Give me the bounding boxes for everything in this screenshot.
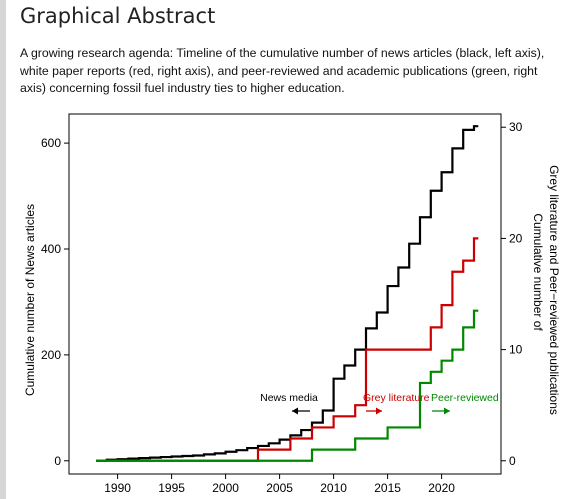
x-tick-label-1990: 1990 — [104, 481, 131, 495]
x-tick-label-2020: 2020 — [428, 481, 455, 495]
x-tick-label-2015: 2015 — [374, 481, 401, 495]
y-axis-label-right-line2: Grey literature and Peer−reviewed public… — [547, 165, 561, 415]
x-tick-label-2000: 2000 — [212, 481, 239, 495]
left-border-bar — [0, 0, 6, 499]
y-tick-label-right-10: 10 — [509, 343, 523, 357]
y-tick-label-left-400: 400 — [41, 242, 61, 256]
y-tick-label-left-0: 0 — [54, 454, 61, 468]
y-axis-label-right-line1: Cumulative number of — [531, 213, 545, 331]
figure-caption: A growing research agenda: Timeline of t… — [20, 46, 545, 95]
y-tick-label-right-0: 0 — [509, 454, 516, 468]
y-tick-label-left-600: 600 — [41, 136, 61, 150]
x-tick-label-2005: 2005 — [266, 481, 293, 495]
annotation-news-media: News media — [260, 392, 318, 404]
y-axis-label-left: Cumulative number of News articles — [23, 204, 37, 396]
x-tick-label-2010: 2010 — [320, 481, 347, 495]
y-tick-label-right-30: 30 — [509, 120, 523, 134]
x-tick-label-1995: 1995 — [158, 481, 185, 495]
page-heading: Graphical Abstract — [20, 4, 216, 28]
annotation-peer-reviewed: Peer-reviewed — [431, 392, 499, 404]
annotation-grey-literature: Grey literature — [363, 392, 430, 404]
series-line-peer-reviewed — [96, 309, 479, 462]
annotation-arrow-head-grey-literature — [376, 407, 382, 415]
series-line-grey-literature — [96, 237, 479, 462]
annotation-arrow-head-peer-reviewed — [444, 407, 450, 415]
timeline-chart: Cumulative number of News articles Cumul… — [23, 113, 561, 495]
plot-frame — [68, 113, 502, 475]
y-tick-label-left-200: 200 — [41, 348, 61, 362]
y-tick-label-right-20: 20 — [509, 231, 523, 245]
annotation-arrow-head-news-media — [292, 407, 298, 415]
